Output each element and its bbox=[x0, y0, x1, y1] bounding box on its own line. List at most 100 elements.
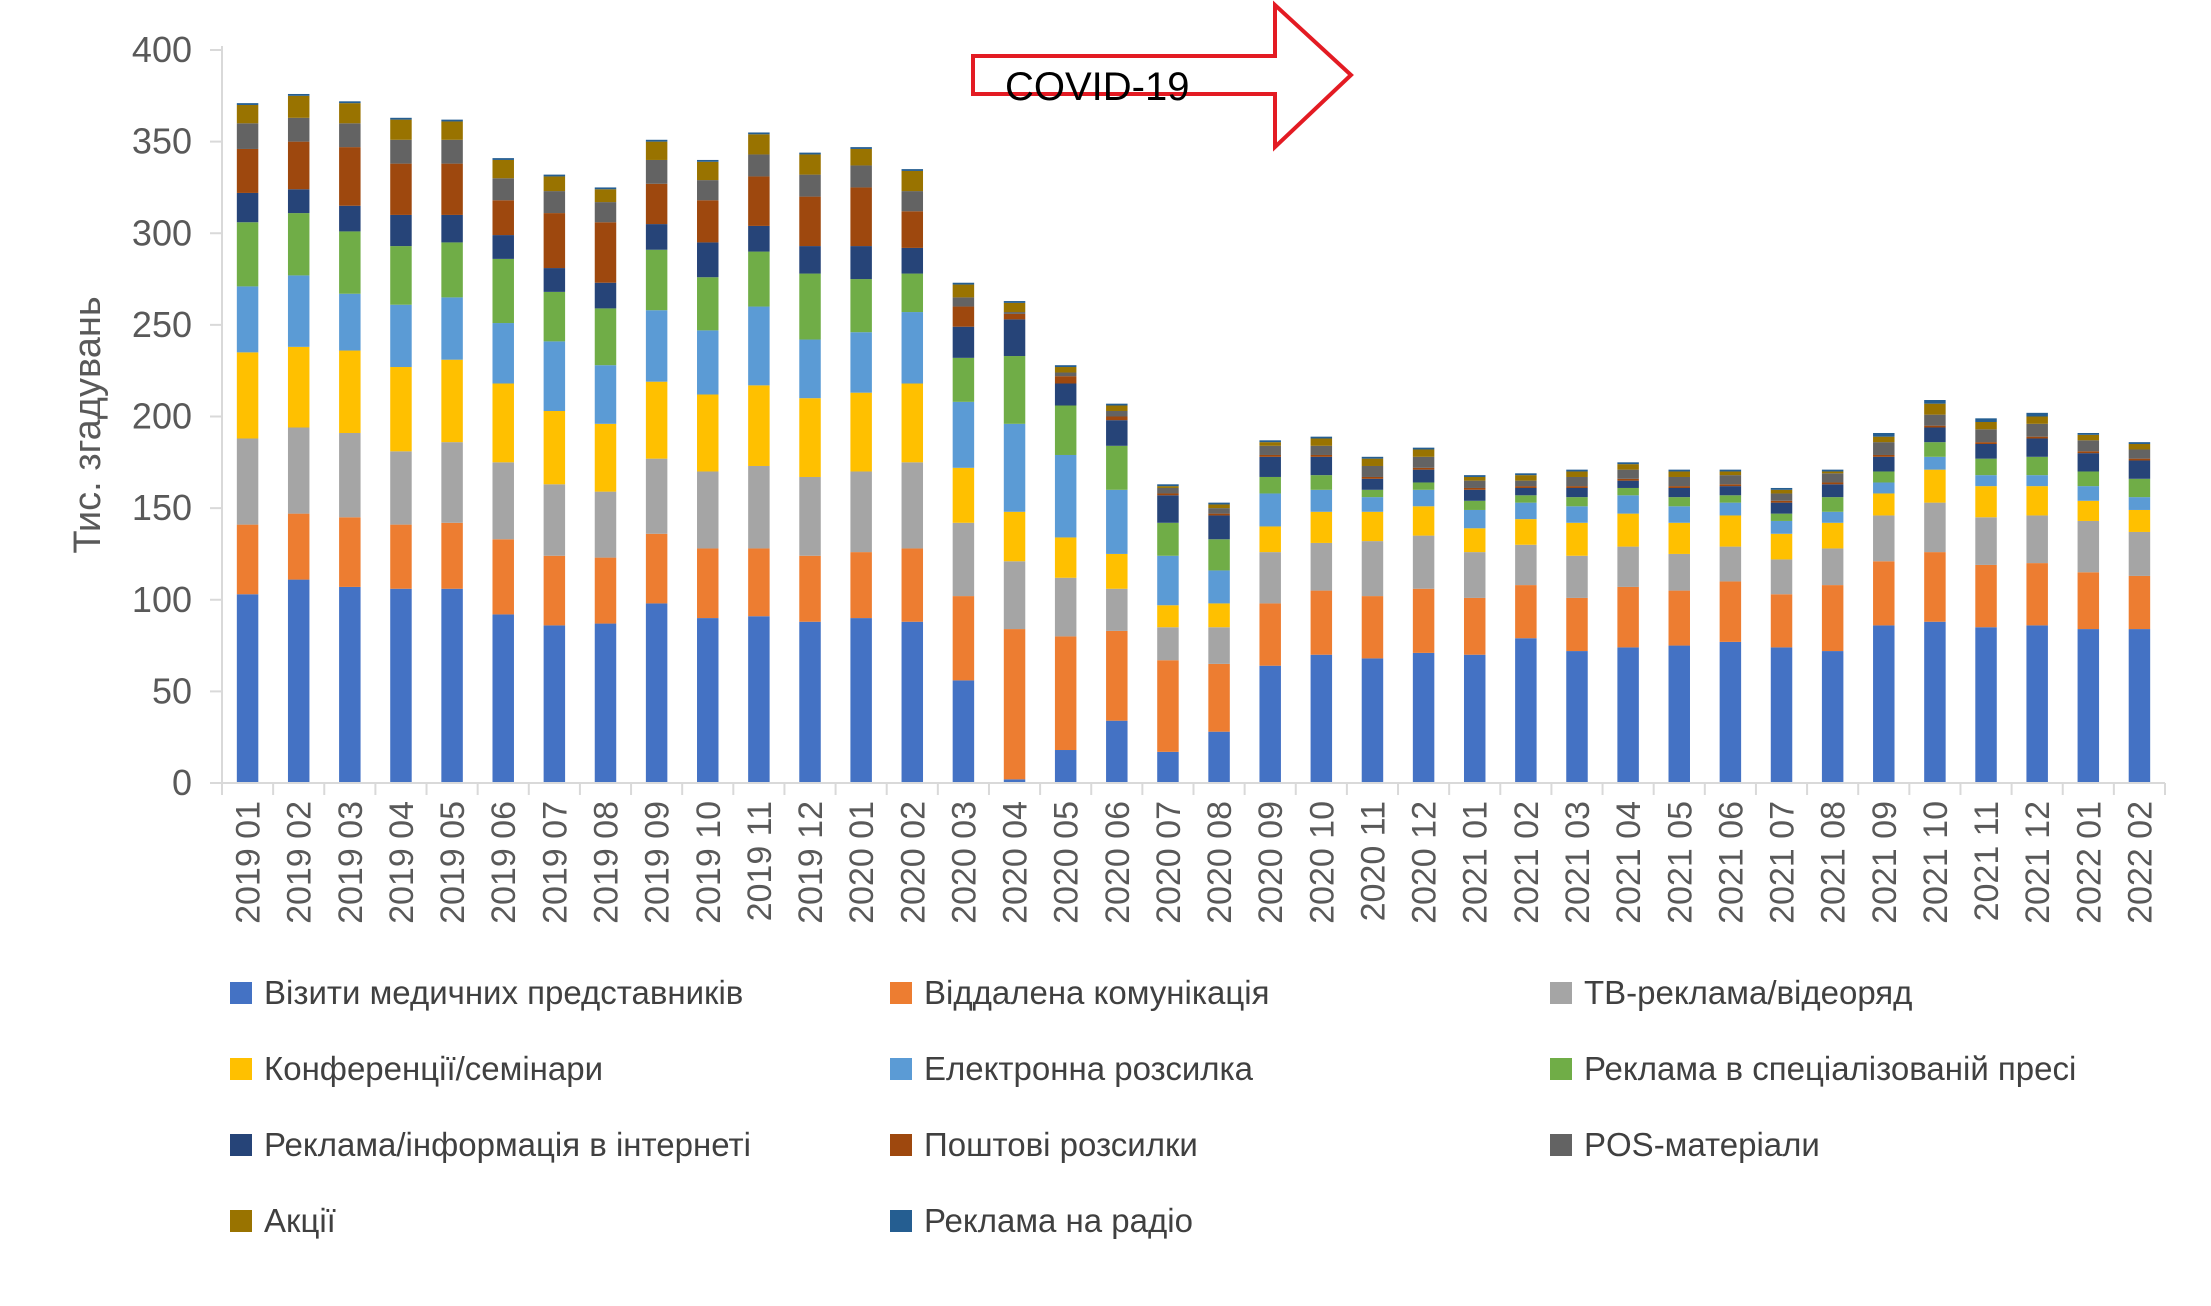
bar-segment bbox=[952, 596, 975, 681]
bar-segment bbox=[1259, 445, 1281, 455]
bar-segment bbox=[952, 680, 975, 783]
bar-segment bbox=[1873, 432, 1895, 437]
bar-segment bbox=[1668, 486, 1690, 488]
bar-segment bbox=[748, 132, 770, 135]
x-tick-label: 2019 02 bbox=[281, 801, 319, 924]
x-tick-label: 2020 10 bbox=[1303, 801, 1341, 924]
bar-segment bbox=[697, 618, 719, 783]
bar-segment bbox=[952, 326, 975, 358]
bar-segment bbox=[1924, 400, 1946, 404]
bar-segment bbox=[1361, 476, 1384, 479]
legend-label: Поштові розсилки bbox=[924, 1126, 1198, 1163]
bar-segment bbox=[1770, 487, 1793, 490]
bar-segment bbox=[748, 225, 770, 252]
bar-segment bbox=[799, 621, 821, 783]
bar-segment bbox=[2026, 563, 2048, 626]
bar-stack bbox=[1054, 365, 1077, 783]
bar-segment bbox=[441, 163, 463, 215]
bar-segment bbox=[1566, 651, 1588, 783]
bar-segment bbox=[1259, 476, 1281, 494]
bar-segment bbox=[1412, 652, 1435, 783]
bar-segment bbox=[441, 359, 463, 443]
bar-segment bbox=[287, 346, 310, 428]
bar-segment bbox=[1361, 458, 1384, 466]
bar-segment bbox=[2026, 515, 2048, 564]
bar-segment bbox=[1003, 319, 1026, 357]
bar-segment bbox=[1054, 367, 1077, 373]
bar-stack bbox=[1157, 484, 1179, 783]
bar-stack bbox=[1719, 469, 1742, 783]
bar-segment bbox=[1259, 442, 1281, 446]
bar-segment bbox=[645, 533, 668, 604]
legend-label: POS-матеріали bbox=[1584, 1126, 1820, 1163]
bar-segment bbox=[1719, 495, 1742, 503]
bar-segment bbox=[1003, 312, 1026, 314]
bar-segment bbox=[1259, 665, 1281, 783]
legend-item: Реклама на радіо bbox=[890, 1202, 1550, 1239]
bar-stack bbox=[2026, 412, 2048, 783]
bar-segment bbox=[492, 539, 514, 615]
x-tick-label: 2020 06 bbox=[1099, 801, 1137, 924]
bar-segment bbox=[901, 169, 924, 171]
bar-segment bbox=[1463, 487, 1486, 490]
bar-segment bbox=[543, 341, 566, 412]
x-tick-label: 2020 05 bbox=[1048, 801, 1086, 924]
bar-segment bbox=[952, 284, 975, 298]
bar-stack bbox=[1924, 400, 1946, 783]
bar-segment bbox=[390, 246, 412, 305]
y-tick-label: 250 bbox=[132, 304, 192, 345]
bar-segment bbox=[1463, 509, 1486, 529]
bar-segment bbox=[1259, 456, 1281, 477]
bar-segment bbox=[1515, 585, 1537, 639]
bar-segment bbox=[287, 93, 310, 96]
bar-segment bbox=[1003, 313, 1026, 320]
bar-segment bbox=[390, 304, 412, 368]
bar-segment bbox=[952, 282, 975, 285]
bar-segment bbox=[1770, 520, 1793, 534]
bar-segment bbox=[799, 154, 821, 175]
x-tick-label: 2020 02 bbox=[894, 801, 932, 924]
bar-segment bbox=[492, 178, 514, 201]
bar-segment bbox=[492, 462, 514, 540]
bar-segment bbox=[2128, 575, 2151, 630]
bar-segment bbox=[441, 242, 463, 298]
bar-segment bbox=[441, 214, 463, 243]
bar-segment bbox=[1003, 629, 1026, 780]
bar-segment bbox=[1770, 500, 1793, 503]
bar-segment bbox=[1054, 537, 1077, 578]
bar-segment bbox=[1873, 454, 1895, 457]
bar-segment bbox=[1003, 423, 1026, 512]
bar-segment bbox=[1873, 625, 1895, 783]
bar-segment bbox=[1157, 495, 1179, 523]
covid-arrow-shape bbox=[971, 0, 1354, 152]
bar-segment bbox=[1668, 590, 1690, 646]
bar-segment bbox=[2026, 436, 2048, 439]
bar-segment bbox=[1157, 660, 1179, 752]
bar-segment bbox=[1719, 546, 1742, 582]
y-tick-label: 400 bbox=[132, 29, 192, 70]
bar-segment bbox=[1208, 539, 1230, 571]
bar-segment bbox=[645, 381, 668, 459]
bar-segment bbox=[1259, 603, 1281, 666]
bar-segment bbox=[1821, 471, 1844, 474]
bar-stack bbox=[1873, 432, 1895, 783]
bar-stack bbox=[441, 119, 463, 783]
bar-segment bbox=[2077, 471, 2100, 487]
bar-segment bbox=[339, 293, 361, 351]
bar-stack bbox=[1617, 462, 1639, 783]
bar-segment bbox=[2128, 629, 2151, 783]
bar-segment bbox=[441, 121, 463, 140]
bar-segment bbox=[1208, 603, 1230, 628]
legend-item: ТВ-реклама/відеоряд bbox=[1550, 974, 2190, 1011]
bar-segment bbox=[1412, 447, 1435, 450]
bar-segment bbox=[850, 165, 872, 188]
bar-stack bbox=[748, 132, 770, 783]
bar-segment bbox=[748, 385, 770, 466]
bar-segment bbox=[1412, 482, 1435, 490]
bar-segment bbox=[952, 522, 975, 597]
bar-segment bbox=[236, 222, 259, 287]
bar-segment bbox=[1259, 526, 1281, 553]
bar-segment bbox=[594, 623, 617, 783]
bar-segment bbox=[748, 176, 770, 226]
bar-segment bbox=[1617, 469, 1639, 479]
